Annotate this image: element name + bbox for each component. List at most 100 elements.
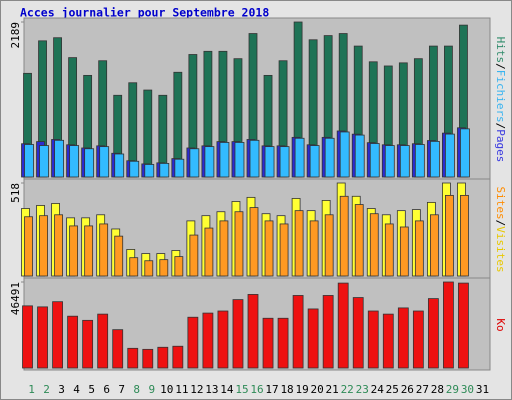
x-tick-label: 19 bbox=[295, 383, 308, 396]
bar bbox=[187, 316, 199, 369]
bar bbox=[129, 257, 139, 277]
legend: Ko bbox=[494, 318, 507, 331]
bar bbox=[67, 315, 79, 369]
bar bbox=[24, 144, 34, 178]
bar bbox=[174, 256, 184, 277]
x-tick-label: 16 bbox=[250, 383, 263, 396]
y-tick-label: 2189 bbox=[9, 22, 22, 49]
bar bbox=[82, 319, 94, 369]
bar bbox=[369, 213, 379, 277]
x-tick-label: 10 bbox=[160, 383, 173, 396]
bar bbox=[189, 234, 199, 277]
bar bbox=[367, 310, 379, 369]
bar bbox=[159, 259, 169, 277]
bar bbox=[445, 133, 455, 178]
bar bbox=[114, 235, 124, 277]
bar bbox=[249, 139, 260, 178]
bar bbox=[159, 163, 170, 178]
bar bbox=[339, 131, 350, 178]
x-tick-label: 15 bbox=[235, 383, 248, 396]
bar bbox=[337, 282, 349, 369]
legend-entry: Fichiers bbox=[494, 70, 507, 123]
bar bbox=[54, 214, 63, 277]
legend: Sites/Visites bbox=[494, 186, 507, 272]
bar bbox=[142, 348, 154, 369]
x-tick-label: 11 bbox=[175, 383, 188, 396]
legend: Hits/Fichiers/Pages bbox=[494, 37, 507, 163]
x-tick-label: 12 bbox=[190, 383, 203, 396]
bar bbox=[99, 146, 110, 178]
bar bbox=[204, 227, 214, 277]
bar bbox=[204, 146, 215, 178]
x-tick-label: 29 bbox=[446, 383, 459, 396]
bar bbox=[309, 220, 319, 277]
bar bbox=[412, 310, 424, 369]
x-tick-label: 22 bbox=[341, 383, 354, 396]
bar bbox=[219, 220, 229, 277]
bar bbox=[309, 145, 320, 178]
x-tick-label: 1 bbox=[28, 383, 35, 396]
x-tick-label: 14 bbox=[220, 383, 234, 396]
x-tick-label: 27 bbox=[416, 383, 429, 396]
bar bbox=[429, 214, 439, 277]
x-tick-label: 9 bbox=[148, 383, 155, 396]
bar bbox=[324, 137, 335, 178]
bar bbox=[69, 145, 80, 178]
x-tick-label: 28 bbox=[431, 383, 444, 396]
legend-entry: Hits bbox=[494, 37, 507, 64]
bar bbox=[443, 281, 454, 369]
x-tick-label: 6 bbox=[103, 383, 110, 396]
bar bbox=[172, 345, 184, 369]
bar bbox=[414, 220, 424, 277]
bar bbox=[52, 301, 63, 369]
x-tick-label: 23 bbox=[356, 383, 369, 396]
bar bbox=[445, 194, 454, 277]
bar bbox=[157, 346, 169, 369]
bar bbox=[354, 134, 365, 178]
bar bbox=[232, 299, 244, 369]
x-tick-label: 31 bbox=[476, 383, 489, 396]
bar bbox=[399, 226, 409, 277]
bar bbox=[277, 317, 289, 369]
bar bbox=[292, 295, 304, 369]
bar bbox=[69, 225, 79, 277]
bar bbox=[234, 211, 244, 277]
x-tick-label: 3 bbox=[58, 383, 65, 396]
bar bbox=[294, 210, 304, 277]
bar bbox=[427, 298, 439, 369]
bar bbox=[37, 306, 48, 369]
bar bbox=[384, 145, 395, 178]
legend-separator: / bbox=[494, 123, 507, 130]
bar bbox=[114, 153, 125, 178]
bar bbox=[279, 146, 290, 178]
legend-entry: Sites bbox=[494, 186, 507, 219]
y-tick-label: 46491 bbox=[9, 282, 22, 315]
bar bbox=[84, 148, 95, 178]
bar bbox=[460, 194, 469, 277]
bar bbox=[382, 313, 394, 369]
bar bbox=[97, 313, 109, 369]
legend-entry: Ko bbox=[494, 318, 507, 331]
bar bbox=[262, 317, 274, 369]
x-tick-label: 20 bbox=[311, 383, 324, 396]
bar bbox=[144, 164, 155, 178]
bar bbox=[460, 128, 470, 178]
bar bbox=[324, 214, 334, 277]
bar bbox=[84, 225, 94, 277]
x-tick-label: 26 bbox=[401, 383, 414, 396]
bar bbox=[234, 142, 245, 178]
x-tick-label: 7 bbox=[118, 383, 125, 396]
bar bbox=[129, 160, 140, 178]
bar bbox=[384, 223, 394, 277]
x-tick-label: 24 bbox=[371, 383, 385, 396]
bar bbox=[339, 195, 349, 277]
bar bbox=[39, 215, 48, 277]
chart-title: Acces journalier pour Septembre 2018 bbox=[20, 6, 269, 20]
bar bbox=[294, 137, 305, 178]
bar bbox=[397, 307, 409, 369]
bar bbox=[144, 260, 154, 277]
x-tick-label: 8 bbox=[133, 383, 140, 396]
legend-entry: Visites bbox=[494, 226, 507, 272]
x-tick-label: 30 bbox=[461, 383, 474, 396]
